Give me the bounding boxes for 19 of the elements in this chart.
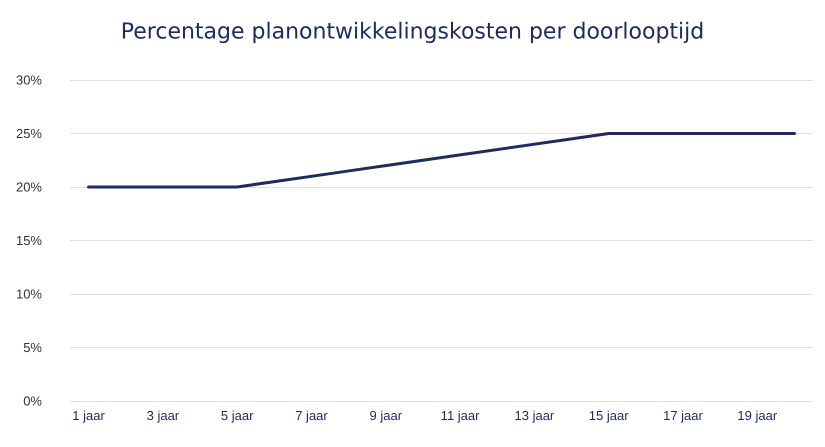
line-series xyxy=(87,132,796,188)
chart-title: Percentage planontwikkelingskosten per doorlooptijd xyxy=(120,20,704,44)
y-tick-label: 20% xyxy=(16,180,42,194)
x-tick-label: 1 jaar xyxy=(72,408,106,423)
y-tick-label: 10% xyxy=(16,286,42,302)
x-tick-label: 9 jaar xyxy=(370,408,403,423)
x-tick-label: 11 jaar xyxy=(440,408,480,423)
y-tick-label: 30% xyxy=(16,72,42,88)
x-tick-label: 17 jaar xyxy=(663,408,704,423)
x-tick-label: 7 jaar xyxy=(295,408,328,423)
y-tick-label: 0% xyxy=(23,394,42,408)
x-tick-label: 3 jaar xyxy=(146,408,180,423)
y-tick-label: 15% xyxy=(16,233,42,248)
x-tick-label: 13 jaar xyxy=(514,408,555,423)
x-tick-label: 19 jaar xyxy=(737,408,778,423)
x-tick-label: 15 jaar xyxy=(588,408,630,423)
y-tick-label: 5% xyxy=(23,340,42,355)
x-tick-label: 5 jaar xyxy=(220,408,254,423)
y-tick-label: 25% xyxy=(16,126,42,141)
